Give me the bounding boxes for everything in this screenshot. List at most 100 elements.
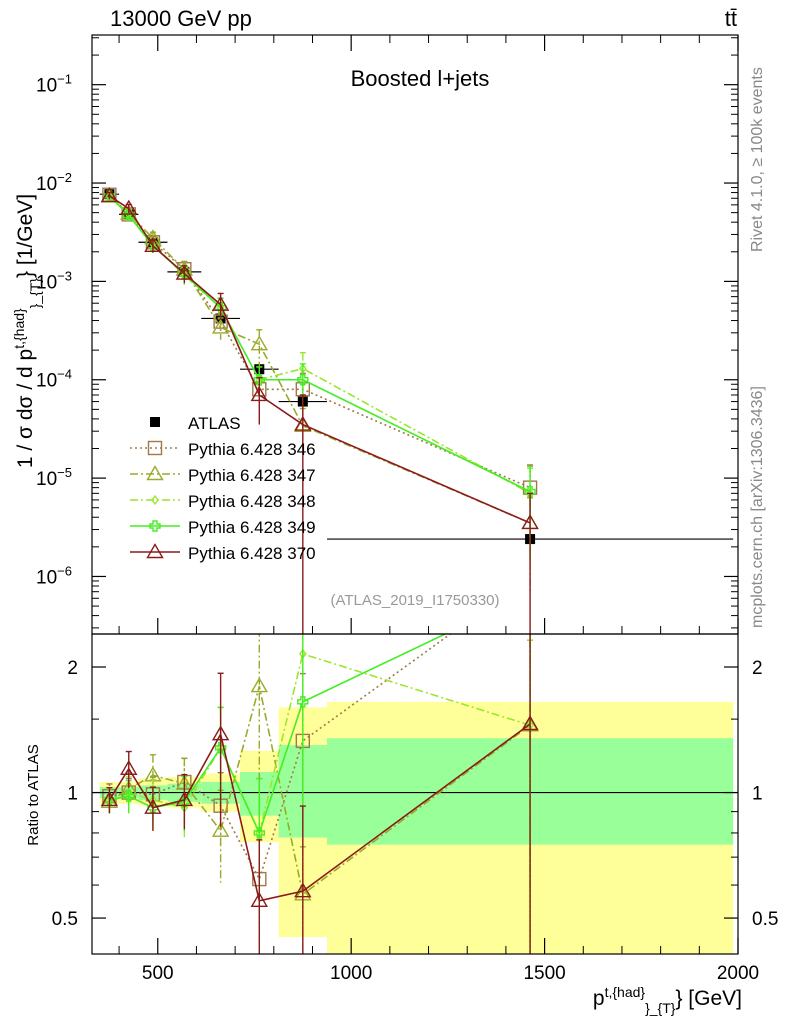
y-axis-title-main: 1 / σ dσ / d p <box>14 349 37 468</box>
main-series-pythia-6-428-348-line <box>108 195 531 495</box>
legend-marker-atlas <box>150 417 160 427</box>
y-axis-title: 1 / σ dσ / d pt,{had}}_{T}} [1/GeV] <box>11 194 43 468</box>
main-series-pythia-6-428-348 <box>105 190 534 563</box>
ratio-series-pythia-6-428-370-point-5 <box>250 891 269 908</box>
main-series-pythia-6-428-370-point-7 <box>521 514 539 530</box>
main-ytick-label-5-base: 10 <box>36 76 57 97</box>
energy-label: 13000 GeV pp <box>110 6 252 31</box>
legend-label-pythia-6-428-348: Pythia 6.428 348 <box>188 492 316 511</box>
x-axis-title: pt,{had}}_{T}} [GeV] <box>593 984 742 1016</box>
main-ytick-label-5-exponent: −1 <box>57 72 72 87</box>
legend-entry-pythia-6-428-348: Pythia 6.428 348 <box>130 492 316 511</box>
main-ytick-label-0-base: 10 <box>36 567 57 588</box>
main-ytick-label-0-exponent: −6 <box>57 563 72 578</box>
main-series-pythia-6-428-370-point-0 <box>100 187 119 203</box>
main-ytick-label-2-base: 10 <box>36 371 57 392</box>
x-axis-title-sub: }_{T} <box>645 1000 676 1016</box>
ratio-series-pythia-6-428-347-line <box>108 685 531 896</box>
ratio-ytick-label-left-1: 1 <box>67 784 78 805</box>
legend-marker-pythia-6-428-370 <box>146 543 164 559</box>
legend-label-pythia-6-428-347: Pythia 6.428 347 <box>188 466 316 485</box>
main-series-pythia-6-428-370 <box>100 187 539 634</box>
y-axis-title-sup: t,{had} <box>11 308 27 349</box>
main-ytick-label-2: 10−4 <box>36 367 72 392</box>
ratio-series-pythia-6-428-370-point-4 <box>211 725 230 741</box>
main-ytick-label-4: 10−2 <box>36 170 72 195</box>
main-series-pythia-6-428-370-point-5 <box>250 386 269 402</box>
ratio-series-pythia-6-428-347-point-5 <box>250 677 269 693</box>
legend-label-pythia-6-428-349: Pythia 6.428 349 <box>188 518 316 537</box>
legend-label-pythia-6-428-346: Pythia 6.428 346 <box>188 440 316 459</box>
legend-entry-pythia-6-428-349: Pythia 6.428 349 <box>130 518 316 537</box>
main-series-pythia-6-428-349-point-7 <box>524 485 536 498</box>
series-atlas-data <box>99 189 734 545</box>
main-ytick-label-3-exponent: −3 <box>57 268 72 283</box>
xtick-label-2: 1500 <box>523 963 565 984</box>
ratio-axis-title: Ratio to ATLAS <box>25 744 42 845</box>
x-axis-title-sup: t,{had} <box>605 984 646 1000</box>
main-ytick-label-1: 10−5 <box>36 465 72 490</box>
legend-marker-pythia-6-428-349 <box>149 520 161 532</box>
main-series-pythia-6-428-349 <box>103 190 536 561</box>
x-axis-title-main: p <box>593 987 605 1010</box>
main-series-pythia-6-428-349-point-6 <box>297 374 309 386</box>
main-series-pythia-6-428-347-point-4 <box>211 318 230 334</box>
y-axis-title-unit: } [1/GeV] <box>14 194 37 278</box>
ratio-series-pythia-6-428-370-point-2 <box>144 798 162 814</box>
ratio-panel-frame <box>91 633 739 955</box>
main-series-pythia-6-428-349-point-1 <box>123 209 135 221</box>
main-ytick-label-3-base: 10 <box>36 272 57 293</box>
ratio-ytick-label-left-2: 2 <box>67 658 78 679</box>
ratio-ytick-label-right-1: 1 <box>752 784 763 805</box>
main-series-pythia-6-428-346-line <box>108 194 531 489</box>
ratio-panel-series <box>100 634 539 954</box>
main-series-pythia-6-428-347-line <box>108 195 531 524</box>
main-ytick-label-3: 10−3 <box>36 268 72 293</box>
ratio-series-pythia-6-428-349-point-5 <box>253 827 266 839</box>
ratio-series-pythia-6-428-349-point-1 <box>123 790 135 802</box>
ratio-series-pythia-6-428-347-point-4 <box>211 821 230 837</box>
main-ytick-label-2-exponent: −4 <box>57 367 72 382</box>
legend-marker-pythia-6-428-347 <box>146 465 164 481</box>
ratio-series-pythia-6-428-349-point-6 <box>297 696 309 708</box>
process-label: tt̄ <box>725 6 737 31</box>
main-series-pythia-6-428-370-point-2 <box>144 236 162 253</box>
main-panel-series <box>99 187 734 634</box>
legend-label-atlas: ATLAS <box>188 414 241 433</box>
main-series-pythia-6-428-370-point-4 <box>211 295 230 311</box>
legend-entry-pythia-6-428-346: Pythia 6.428 346 <box>130 440 316 459</box>
ratio-ytick-label-right-0: 0.5 <box>752 909 778 930</box>
legend-entry-pythia-6-428-370: Pythia 6.428 370 <box>130 543 316 563</box>
ratio-series-pythia-6-428-370 <box>100 634 539 954</box>
xtick-label-3: 2000 <box>717 963 759 984</box>
ratio-series-pythia-6-428-370-line <box>108 723 531 902</box>
main-series-pythia-6-428-370-point-3 <box>175 264 194 280</box>
legend-entry-atlas: ATLAS <box>150 414 241 433</box>
legend-entry-pythia-6-428-347: Pythia 6.428 347 <box>130 465 316 485</box>
rivet-version-label: Rivet 4.1.0, ≥ 100k events <box>749 67 766 252</box>
ratio-series-pythia-6-428-370-point-0 <box>100 791 119 807</box>
ratio-uncertainty-bands <box>99 701 734 954</box>
ratio-series-pythia-6-428-370-point-6 <box>294 882 312 898</box>
main-series-pythia-6-428-347-point-5 <box>250 335 269 351</box>
ratio-series-pythia-6-428-348-line <box>109 652 531 836</box>
main-series-pythia-6-428-370-line <box>108 195 531 524</box>
main-ytick-label-5: 10−1 <box>36 72 72 97</box>
plot-title: Boosted l+jets <box>351 66 490 91</box>
legend: ATLAS Pythia 6.428 346 Pythia 6.428 347 Pyt… <box>130 414 316 563</box>
ratio-ytick-label-right-2: 2 <box>752 658 763 679</box>
x-axis-title-unit: } [GeV] <box>675 987 742 1010</box>
main-ytick-label-0: 10−6 <box>36 563 72 588</box>
main-series-pythia-6-428-346 <box>102 187 538 540</box>
y-axis-title-sub: }_{T} <box>27 278 43 309</box>
main-series-pythia-6-428-370-point-1 <box>120 199 138 215</box>
xtick-label-1: 1000 <box>330 963 372 984</box>
main-series-pythia-6-428-349-line <box>108 195 531 493</box>
main-ytick-label-1-exponent: −5 <box>57 465 72 480</box>
analysis-label: (ATLAS_2019_I1750330) <box>330 592 499 609</box>
main-ytick-label-4-base: 10 <box>36 174 57 195</box>
main-series-pythia-6-428-370-point-6 <box>294 415 312 431</box>
